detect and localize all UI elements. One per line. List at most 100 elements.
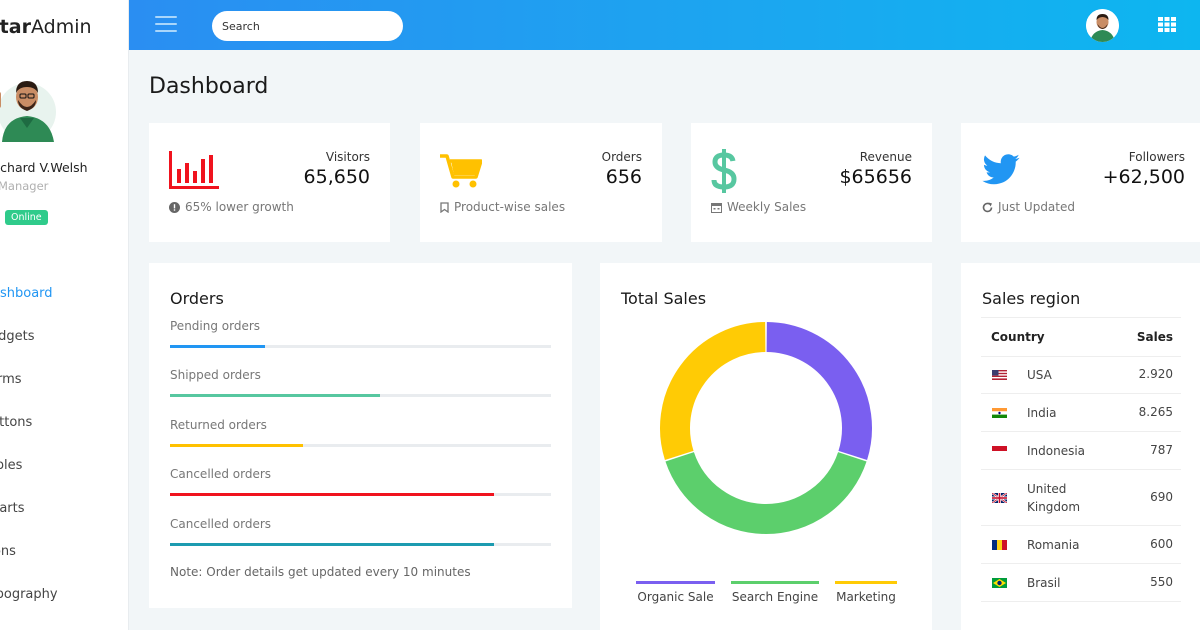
info-icon (169, 201, 180, 213)
order-row-pending: Pending orders (170, 319, 551, 348)
sales-value: 550 (1150, 575, 1173, 589)
table-row: India 8.265 (981, 394, 1181, 432)
sales-value: 8.265 (1138, 405, 1173, 419)
table-row: Brasil 550 (981, 564, 1181, 602)
top-navbar (129, 0, 1200, 50)
apps-grid-icon[interactable] (1158, 17, 1176, 32)
legend-swatch (835, 581, 897, 584)
stat-value: $65656 (839, 166, 912, 188)
table-header: Country Sales (981, 317, 1181, 357)
progress-fill (170, 345, 266, 348)
brazil-flag-icon (992, 578, 1007, 588)
order-label: Shipped orders (170, 368, 261, 382)
card-title: Total Sales (621, 289, 707, 308)
india-flag-icon (992, 408, 1007, 418)
stat-value: 656 (605, 166, 642, 188)
legend-item[interactable]: Organic Sale (636, 581, 715, 604)
sidebar: StarAdmin Richard V.Welsh Manager Online… (0, 0, 129, 630)
sidebar-item-widgets[interactable]: Widgets (0, 329, 35, 344)
order-row-cancelled: Cancelled orders (170, 517, 551, 546)
donut-slice-marketing[interactable] (660, 322, 766, 460)
order-row-returned: Returned orders (170, 418, 551, 447)
country-name: United Kingdom (1027, 482, 1081, 514)
progress-bar (170, 394, 551, 397)
stat-card-orders: Orders 656 Product-wise sales (420, 123, 662, 242)
sidebar-item-forms[interactable]: Forms (0, 372, 22, 387)
sales-region-card: Sales region Country Sales USA 2.920 Ind… (961, 263, 1200, 630)
stat-label: Orders (601, 150, 642, 164)
romania-flag-icon (992, 540, 1007, 550)
sales-value: 2.920 (1138, 367, 1173, 381)
donut-slice-search-engine[interactable] (665, 451, 867, 534)
sales-value: 787 (1150, 443, 1173, 457)
sidebar-item-tables[interactable]: Tables (0, 458, 23, 473)
column-header-sales: Sales (1136, 330, 1173, 344)
sidebar-item-charts[interactable]: Charts (0, 501, 25, 516)
search-input[interactable] (212, 11, 403, 41)
stat-label: Visitors (325, 150, 370, 164)
dollar-icon (711, 149, 737, 193)
card-title: Sales region (982, 289, 1081, 308)
us-flag-icon (992, 370, 1007, 380)
sidebar-item-icons[interactable]: Icons (0, 544, 16, 559)
donut-slice-organic-sale[interactable] (766, 322, 872, 460)
status-badge: Online (5, 210, 48, 225)
stat-footer: Weekly Sales (711, 200, 806, 214)
column-header-country: Country (991, 330, 1045, 344)
progress-bar (170, 345, 551, 348)
user-avatar[interactable] (1086, 9, 1119, 42)
sidebar-item-dashboard[interactable]: Dashboard (0, 286, 53, 301)
stat-value: +62,500 (1102, 166, 1185, 188)
table-row: Indonesia 787 (981, 432, 1181, 470)
stat-card-revenue: Revenue $65656 Weekly Sales (691, 123, 932, 242)
country-name: Romania (1027, 538, 1080, 552)
progress-fill (170, 394, 380, 397)
refresh-icon (982, 202, 993, 212)
order-row-cancelled: Cancelled orders (170, 467, 551, 496)
country-name: Brasil (1027, 576, 1061, 590)
legend-item[interactable]: Marketing (835, 581, 897, 604)
profile-avatar[interactable] (0, 62, 58, 142)
sidebar-item-buttons[interactable]: Buttons (0, 415, 33, 430)
sales-value: 600 (1150, 537, 1173, 551)
stat-card-followers: Followers +62,500 Just Updated (961, 123, 1200, 242)
legend-item[interactable]: Search Engine (731, 581, 819, 604)
table-row: USA 2.920 (981, 356, 1181, 394)
brand-logo[interactable]: StarAdmin (0, 16, 92, 38)
legend-swatch (636, 581, 715, 584)
progress-fill (170, 543, 494, 546)
table-row: United Kingdom 690 (981, 470, 1181, 526)
progress-bar (170, 444, 551, 447)
order-row-shipped: Shipped orders (170, 368, 551, 397)
progress-bar (170, 543, 551, 546)
profile-name: Richard V.Welsh (0, 160, 88, 175)
sidebar-item-typography[interactable]: Typography (0, 587, 58, 602)
order-label: Returned orders (170, 418, 267, 432)
uk-flag-icon (992, 493, 1007, 503)
orders-card: Orders Pending orders Shipped orders Ret… (149, 263, 572, 608)
total-sales-card: Total Sales Organic Sale Search Engine M… (600, 263, 932, 630)
stat-footer: 65% lower growth (169, 200, 294, 214)
stat-label: Followers (1128, 150, 1185, 164)
sales-value: 690 (1150, 490, 1173, 504)
stat-card-visitors: Visitors 65,650 65% lower growth (149, 123, 390, 242)
stat-label: Revenue (859, 150, 912, 164)
order-label: Pending orders (170, 319, 261, 333)
twitter-icon (982, 154, 1020, 185)
order-label: Cancelled orders (170, 517, 272, 531)
indonesia-flag-icon (992, 446, 1007, 456)
orders-note: Note: Order details get updated every 10… (170, 565, 471, 579)
profile-role: Manager (0, 179, 49, 193)
menu-toggle-icon[interactable] (155, 16, 177, 34)
country-name: USA (1027, 368, 1052, 382)
sidebar-nav: Dashboard Widgets Forms Buttons Tables C… (0, 280, 128, 624)
calendar-icon (711, 202, 722, 213)
progress-fill (170, 493, 494, 496)
order-label: Cancelled orders (170, 467, 272, 481)
stat-footer: Just Updated (982, 200, 1075, 214)
card-title: Orders (170, 289, 224, 308)
stat-footer: Product-wise sales (440, 200, 565, 214)
bar-chart-icon (169, 151, 219, 189)
country-name: India (1027, 406, 1057, 420)
progress-bar (170, 493, 551, 496)
